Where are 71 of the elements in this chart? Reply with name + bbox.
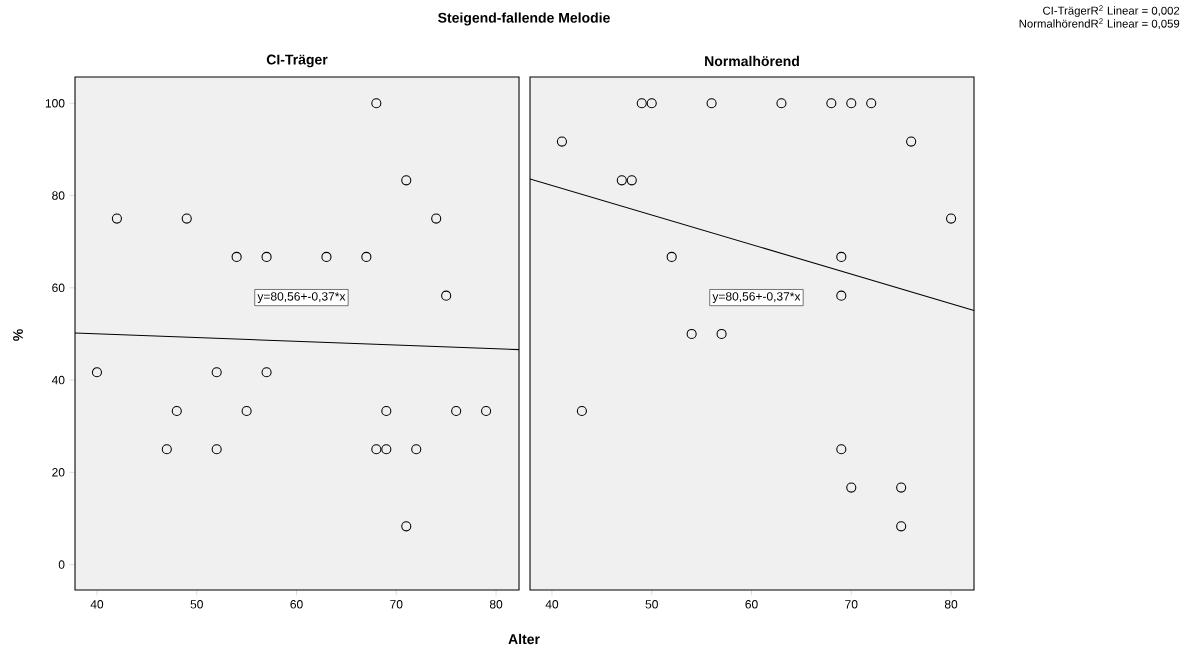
point [666,251,677,262]
point [241,405,252,417]
y-axis-title: % [13,329,23,341]
x-tick-label: 40 [90,600,104,609]
text: NormalhörendR$^{2}$ Linear = 0,059 [1019,18,1180,29]
point [836,290,847,301]
point [896,482,907,493]
chart-title: Steigend-fallende Melodie [438,12,610,26]
point [706,98,717,109]
point [846,482,857,493]
y-tick-label: 80 [52,191,65,200]
point [836,251,847,262]
point [826,98,837,109]
point [231,251,242,262]
x-tick-label: 60 [290,600,303,609]
point [836,444,847,455]
point [906,136,917,147]
point [556,136,568,147]
point [576,405,587,417]
point [401,521,412,532]
y-tick-label: 0 [58,560,65,569]
x-tick-label: 70 [390,600,403,609]
point [181,213,192,224]
y-tick-label: 20 [52,468,65,477]
point [716,328,727,340]
point [646,98,657,109]
point [401,175,412,186]
point [381,405,392,417]
chart-subtitle: Normalhörend [705,55,799,67]
point [866,98,877,109]
x-tick-label: 80 [944,600,958,609]
point [896,521,907,532]
x-tick-label: 40 [545,600,559,609]
point [261,367,272,378]
point [686,328,697,340]
point [321,251,332,262]
point [211,367,222,378]
x-tick-label: 70 [845,600,858,609]
point [451,405,462,417]
point [381,444,392,455]
point [161,444,172,455]
point [361,251,372,262]
point [371,444,382,455]
x-tick-label: 50 [645,600,658,609]
point [945,213,957,224]
point [411,444,422,455]
x-tick-label: 80 [489,600,503,609]
point [91,367,103,378]
point [371,98,382,109]
point [776,98,787,109]
chart-subtitle: CI-Träger [266,54,328,68]
annotation: y=80,56+-0,37*x [257,292,346,304]
point [846,98,857,109]
x-tick-label: 50 [190,600,203,609]
point [441,290,452,301]
y-tick-label: 100 [45,99,65,108]
x-axis-title: Alter [508,633,540,645]
point [626,175,637,186]
point [481,405,492,417]
y-tick-label: 60 [52,283,65,293]
point [171,405,182,417]
y-tick-label: 40 [51,375,65,385]
point [616,175,627,186]
point [431,213,442,224]
point [261,251,272,262]
point [636,98,647,109]
x-tick-label: 60 [745,600,758,609]
point [211,444,222,455]
text: CI-TrägerR$^{2}$ Linear = 0,002 [1043,5,1180,17]
point [111,213,122,224]
annotation: y=80,56+-0,37*x [712,292,801,304]
